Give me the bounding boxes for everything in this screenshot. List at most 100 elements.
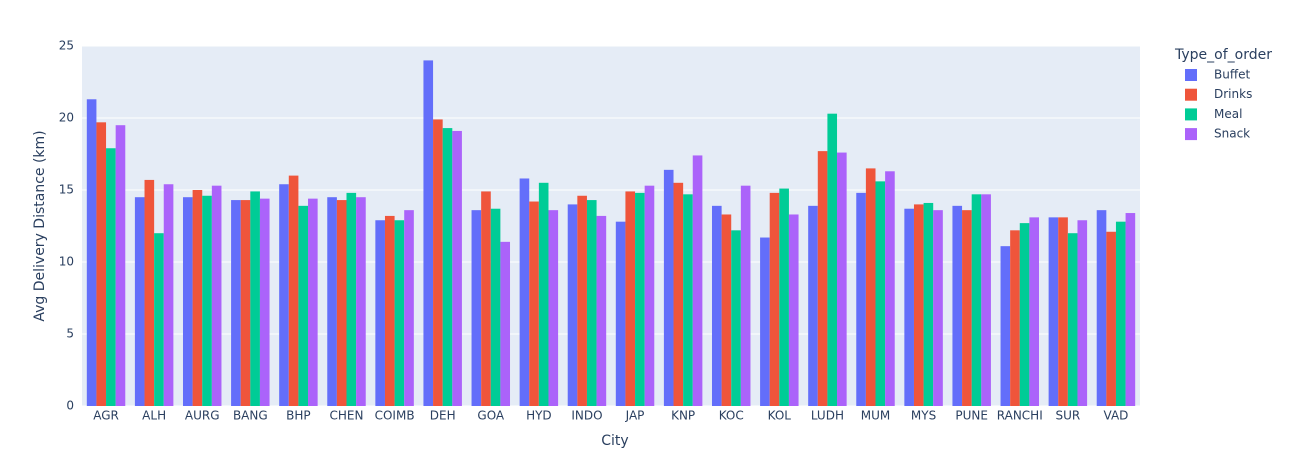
bar bbox=[1115, 221, 1126, 406]
bar bbox=[721, 214, 732, 406]
bar bbox=[1058, 217, 1068, 406]
bar bbox=[615, 221, 626, 406]
bar bbox=[231, 200, 241, 406]
bar bbox=[86, 99, 97, 406]
bar bbox=[875, 181, 886, 406]
x-tick-label: DEH bbox=[430, 409, 456, 423]
legend-swatch bbox=[1185, 128, 1197, 141]
y-tick-label: 15 bbox=[59, 183, 74, 197]
bar bbox=[404, 210, 414, 406]
bar bbox=[433, 119, 443, 406]
bar bbox=[711, 205, 722, 406]
bar bbox=[1019, 223, 1030, 406]
bar bbox=[336, 200, 347, 406]
bar bbox=[384, 215, 395, 406]
bar bbox=[635, 192, 645, 406]
x-tick-label: KOC bbox=[719, 409, 744, 423]
bar bbox=[240, 200, 251, 406]
bar bbox=[394, 220, 405, 406]
bar bbox=[250, 191, 260, 406]
bar bbox=[913, 204, 924, 406]
bar bbox=[885, 171, 895, 406]
bar bbox=[202, 195, 212, 406]
x-tick-label: CHEN bbox=[330, 409, 364, 423]
bar bbox=[933, 210, 943, 406]
bar bbox=[471, 210, 482, 406]
x-tick-label: ALH bbox=[142, 409, 166, 423]
bar bbox=[865, 168, 876, 406]
bar bbox=[817, 151, 828, 406]
bar bbox=[644, 185, 655, 406]
x-tick-label: KNP bbox=[671, 409, 695, 423]
bar bbox=[298, 205, 309, 406]
bar bbox=[529, 201, 539, 406]
bar bbox=[904, 208, 914, 406]
x-tick-label: HYD bbox=[526, 409, 552, 423]
y-tick-label: 0 bbox=[66, 399, 74, 413]
legend-label: Drinks bbox=[1214, 87, 1252, 101]
bar bbox=[182, 197, 193, 406]
legend-label: Meal bbox=[1214, 107, 1242, 121]
bar bbox=[288, 175, 299, 406]
bar bbox=[115, 125, 126, 406]
x-tick-label: MUM bbox=[861, 409, 891, 423]
bar bbox=[1029, 217, 1040, 406]
bar bbox=[1106, 231, 1116, 406]
bar bbox=[1125, 213, 1136, 406]
y-tick-label: 20 bbox=[59, 111, 74, 125]
x-tick-label: SUR bbox=[1055, 409, 1080, 423]
bar bbox=[519, 178, 530, 406]
bar bbox=[981, 194, 991, 406]
x-tick-label: AGR bbox=[93, 409, 119, 423]
bar bbox=[808, 205, 818, 406]
x-tick-label: KOL bbox=[768, 409, 792, 423]
bar bbox=[567, 204, 578, 406]
legend-swatch bbox=[1185, 88, 1197, 101]
bar bbox=[663, 169, 674, 406]
legend-title: Type_of_order bbox=[1174, 47, 1272, 63]
bar bbox=[1048, 217, 1059, 406]
bar bbox=[327, 197, 337, 406]
x-tick-label: BHP bbox=[286, 409, 311, 423]
bar bbox=[577, 195, 587, 406]
x-tick-label: COIMB bbox=[375, 409, 415, 423]
x-tick-label: INDO bbox=[571, 409, 602, 423]
bar bbox=[760, 237, 770, 406]
bar bbox=[923, 202, 934, 406]
bar bbox=[952, 205, 963, 406]
y-tick-label: 10 bbox=[59, 255, 74, 269]
x-tick-label: RANCHI bbox=[997, 409, 1043, 423]
y-tick-label: 25 bbox=[59, 39, 74, 53]
x-tick-label: PUNE bbox=[955, 409, 988, 423]
bar bbox=[827, 113, 838, 407]
bar bbox=[259, 198, 270, 406]
bar bbox=[683, 194, 693, 406]
bar bbox=[211, 185, 222, 406]
bar bbox=[308, 198, 318, 406]
legend-label: Buffet bbox=[1214, 68, 1250, 82]
bar bbox=[740, 185, 751, 406]
bar bbox=[673, 182, 684, 406]
bar bbox=[692, 155, 703, 406]
bar bbox=[500, 241, 511, 406]
bar bbox=[481, 191, 491, 406]
bar bbox=[192, 190, 203, 406]
bar bbox=[625, 191, 636, 406]
bar bbox=[375, 220, 385, 406]
bar bbox=[346, 192, 357, 406]
bar bbox=[962, 210, 972, 406]
bar bbox=[106, 148, 116, 407]
bar bbox=[788, 214, 799, 406]
bar bbox=[442, 128, 453, 406]
legend-swatch bbox=[1185, 69, 1197, 81]
bar bbox=[144, 179, 155, 406]
bar bbox=[134, 197, 145, 406]
x-tick-label: JAP bbox=[625, 409, 645, 423]
y-tick-label: 5 bbox=[66, 327, 74, 341]
legend-label: Snack bbox=[1214, 127, 1250, 141]
bar bbox=[1077, 220, 1088, 406]
x-tick-label: MYS bbox=[911, 409, 936, 423]
x-tick-label: BANG bbox=[233, 409, 268, 423]
bar bbox=[1000, 246, 1011, 406]
bar bbox=[356, 197, 366, 406]
